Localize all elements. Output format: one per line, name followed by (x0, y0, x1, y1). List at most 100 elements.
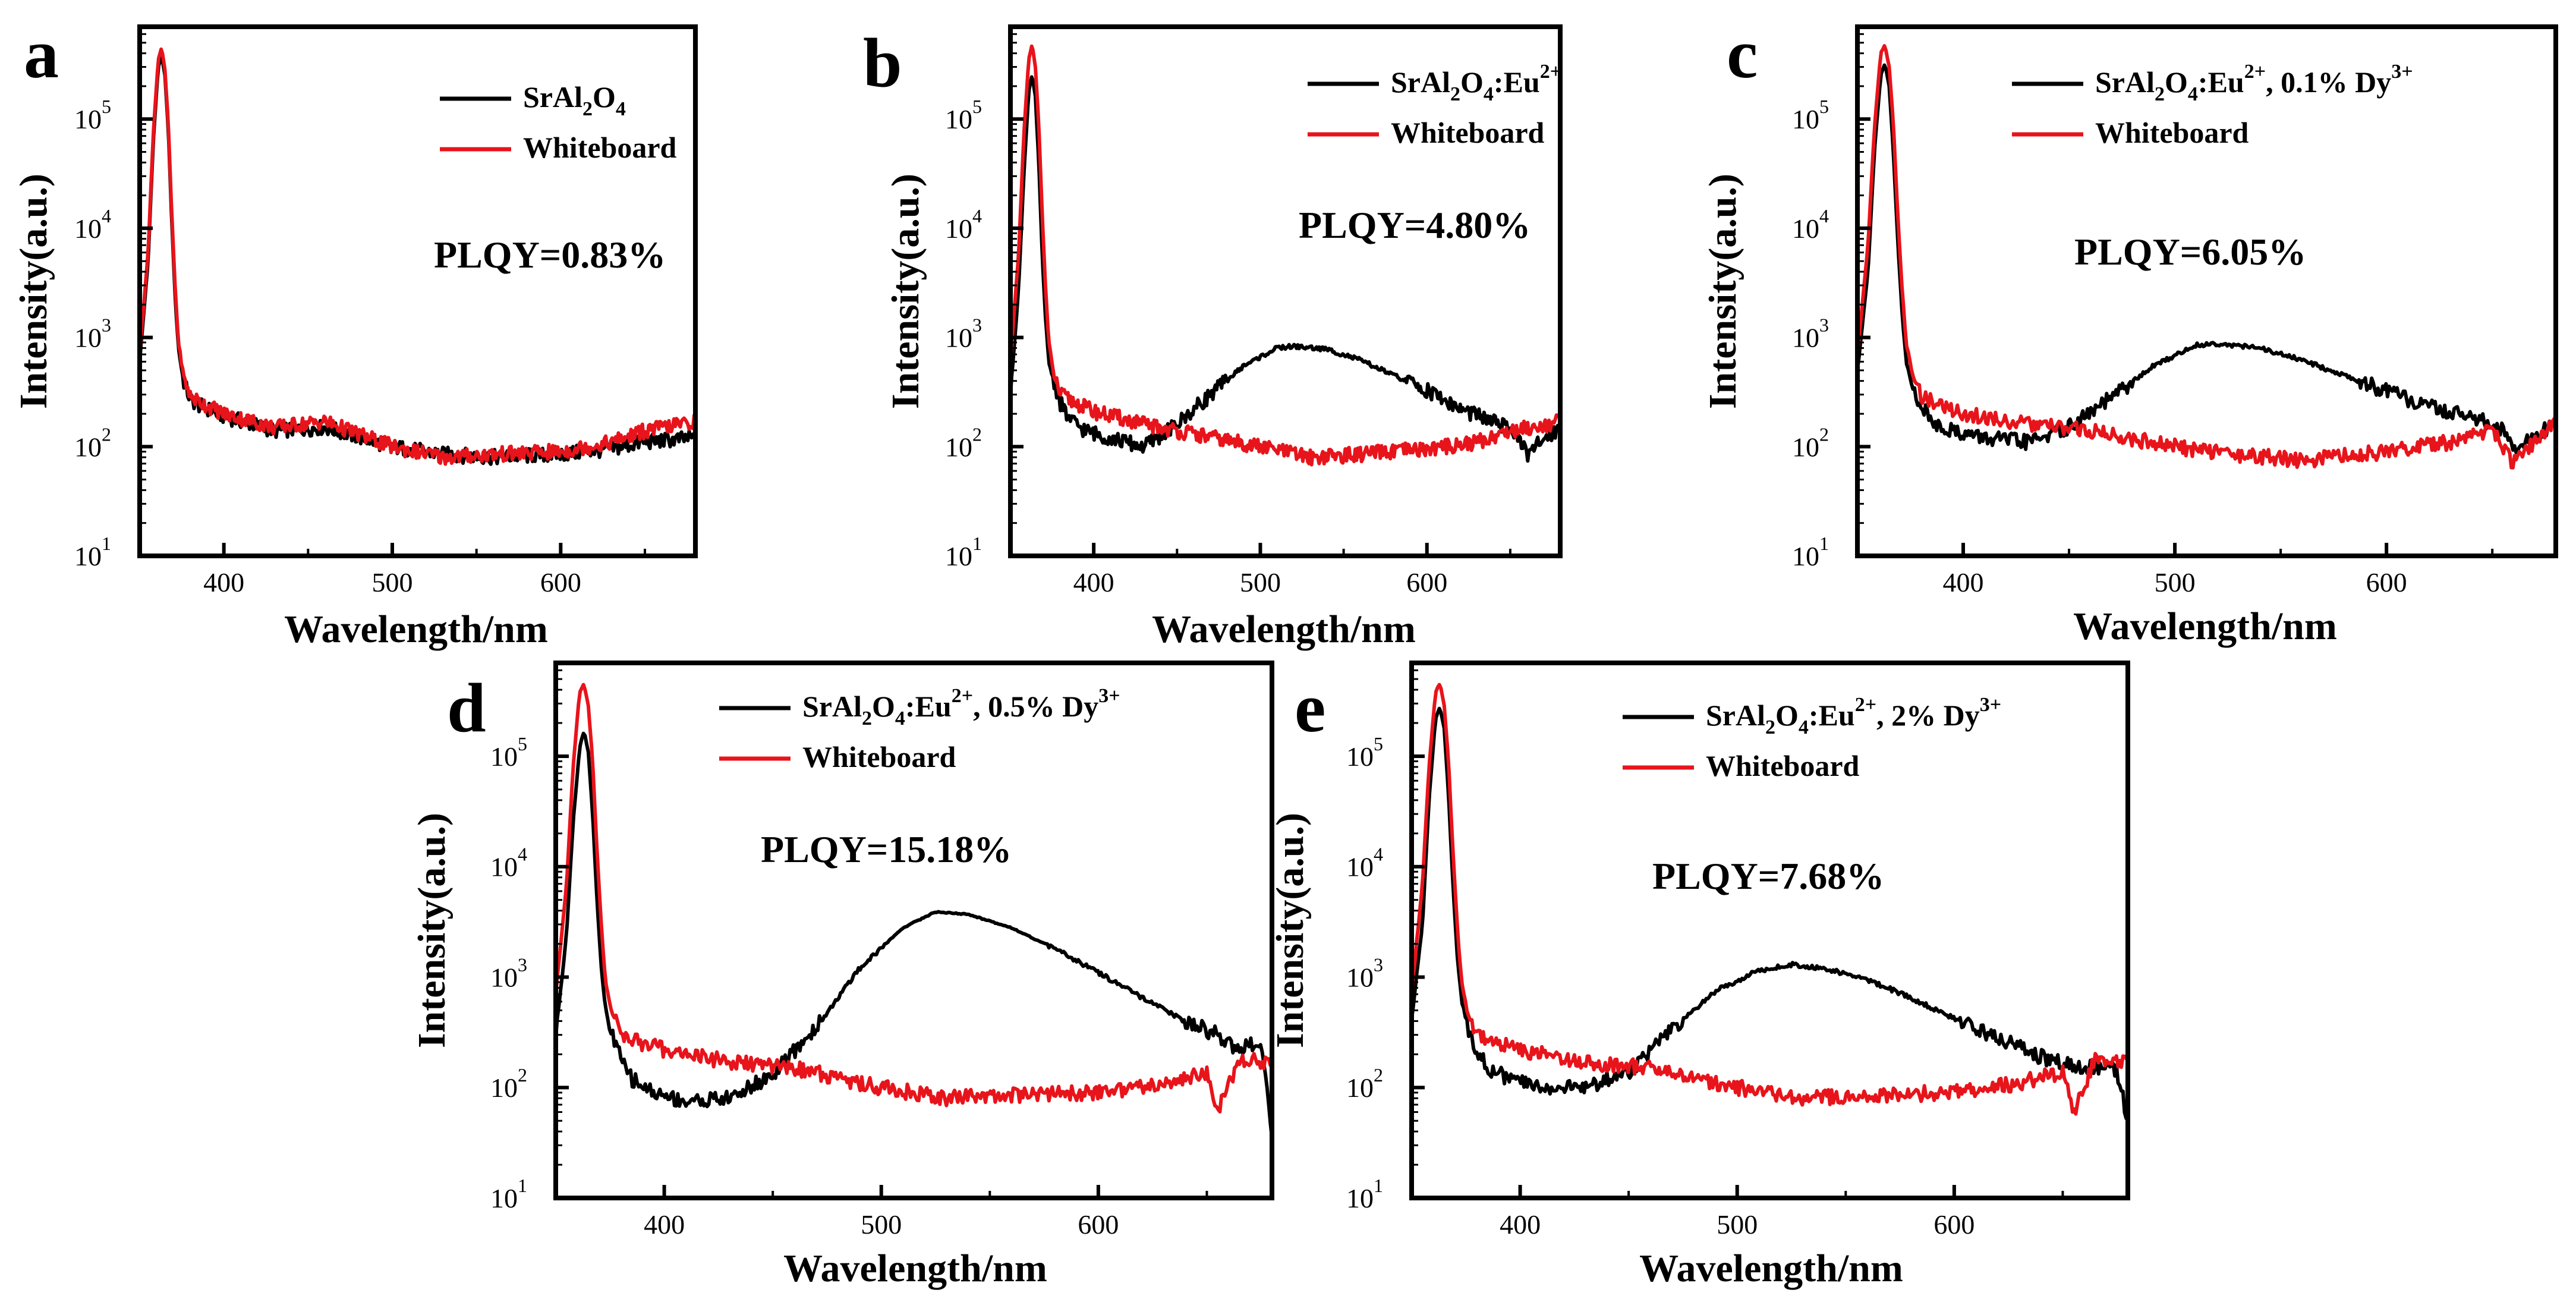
y-tick-label: 102 (1792, 423, 1829, 462)
legend-label: Whiteboard (523, 131, 677, 164)
series-line-sample (1010, 75, 1560, 463)
panel-letter: d (447, 669, 486, 747)
y-tick-label: 104 (1792, 205, 1829, 244)
series-line-whiteboard (140, 47, 695, 466)
x-tick-label: 600 (540, 567, 581, 598)
y-tick-label: 103 (945, 315, 982, 353)
legend: SrAl2O4:Eu2+, 0.1% Dy3+ Whiteboard (2012, 61, 2413, 149)
x-tick-label: 400 (203, 567, 244, 598)
plot-frame (1008, 24, 1563, 558)
y-axis-title: Intensity(a.u.) (1268, 813, 1312, 1048)
y-tick-label: 102 (945, 423, 982, 462)
plot-frame (1855, 24, 2558, 558)
legend-label: Whiteboard (1706, 749, 1860, 782)
x-axis-title: Wavelength/nm (783, 1247, 1047, 1290)
y-axis-title: Intensity(a.u.) (12, 174, 55, 409)
plot-area-d (556, 683, 1272, 1139)
x-tick-label: 400 (1943, 567, 1984, 598)
chart-panel-b: 400 500 600 101 102 103 104 105 Wavelength/nm Int… (863, 24, 1563, 651)
x-tick-label: 500 (1240, 567, 1281, 598)
plot-area-e (1412, 683, 2128, 1121)
plqy-annotation: PLQY=6.05% (2074, 231, 2306, 273)
y-axis-title: Intensity(a.u.) (410, 813, 454, 1048)
legend: SrAl2O4 Whiteboard (440, 80, 677, 164)
plot-frame (1409, 661, 2130, 1200)
y-tick-label: 101 (490, 1175, 527, 1213)
legend-label: SrAl2O4:Eu2+, 0.1% Dy3+ (2095, 61, 2413, 105)
y-tick-label: 103 (1346, 954, 1383, 992)
legend-label: SrAl2O4:Eu2+, 0.5% Dy3+ (802, 685, 1120, 729)
legend-label: Whiteboard (2095, 116, 2249, 149)
plot-area-b (1010, 44, 1560, 467)
x-tick-label: 500 (2155, 567, 2196, 598)
x-tick-label: 600 (1933, 1209, 1974, 1240)
plot-area-c (1857, 44, 2556, 470)
x-tick-label: 600 (1406, 567, 1447, 598)
legend: SrAl2O4:Eu2+, 2% Dy3+ Whiteboard (1623, 694, 2001, 782)
y-axis-title: Intensity(a.u.) (884, 174, 927, 409)
series-line-sample (1857, 63, 2556, 454)
x-tick-label: 400 (644, 1209, 685, 1240)
plqy-annotation: PLQY=4.80% (1299, 204, 1531, 246)
x-axis-title: Wavelength/nm (1639, 1247, 1903, 1290)
legend-label: SrAl2O4 (523, 80, 626, 120)
series-line-sample (1412, 706, 2128, 1121)
legend-label: Whiteboard (802, 740, 956, 773)
x-axis-title: Wavelength/nm (284, 608, 548, 651)
panel-letter: a (24, 15, 59, 93)
y-tick-label: 105 (945, 96, 982, 134)
series-line-whiteboard (556, 683, 1272, 1114)
y-tick-label: 104 (1346, 844, 1383, 882)
y-tick-label: 101 (1792, 533, 1829, 571)
series-line-whiteboard (1010, 44, 1560, 467)
plot-area-a (140, 47, 695, 466)
y-tick-label: 103 (74, 315, 111, 353)
plot-frame (137, 24, 698, 558)
y-tick-label: 103 (490, 954, 527, 992)
y-tick-label: 101 (74, 533, 111, 571)
y-tick-label: 101 (945, 533, 982, 571)
panel-letter: e (1295, 669, 1325, 747)
y-tick-label: 102 (74, 423, 111, 462)
x-tick-label: 400 (1073, 567, 1114, 598)
series-line-sample (556, 731, 1272, 1139)
panel-letter: b (863, 24, 902, 102)
chart-panel-e: 400 500 600 101 102 103 104 105 Wavelength/nm Int… (1268, 661, 2130, 1290)
y-tick-label: 104 (490, 844, 527, 882)
y-axis-title: Intensity(a.u.) (1701, 174, 1744, 409)
y-tick-label: 102 (490, 1064, 527, 1103)
plqy-annotation: PLQY=15.18% (761, 828, 1012, 870)
x-tick-label: 500 (1717, 1209, 1758, 1240)
y-tick-label: 105 (1792, 96, 1829, 134)
y-tick-label: 105 (1346, 733, 1383, 772)
plqy-annotation: PLQY=0.83% (434, 234, 666, 276)
x-axis-title: Wavelength/nm (2073, 605, 2337, 648)
y-tick-label: 105 (490, 733, 527, 772)
x-axis-title: Wavelength/nm (1152, 608, 1416, 651)
x-tick-label: 500 (372, 567, 413, 598)
x-tick-label: 600 (1078, 1209, 1119, 1240)
y-tick-label: 105 (74, 96, 111, 134)
chart-panel-d: 400 500 600 101 102 103 104 105 Wavelength/nm Int… (410, 661, 1274, 1290)
panel-letter: c (1727, 15, 1758, 93)
y-tick-label: 104 (74, 205, 111, 244)
legend-label: Whiteboard (1391, 116, 1545, 149)
y-tick-label: 104 (945, 205, 982, 244)
y-tick-label: 103 (1792, 315, 1829, 353)
series-line-whiteboard (1857, 44, 2556, 470)
plot-frame (553, 661, 1274, 1200)
series-line-whiteboard (1412, 683, 2128, 1116)
plqy-annotation: PLQY=7.68% (1652, 855, 1884, 897)
chart-panel-a: 400 500 600 101 102 103 104 105 Wavelength/nm Int… (12, 15, 698, 651)
chart-panel-c: 400 500 600 101 102 103 104 105 Wavelength/nm Int… (1701, 15, 2558, 648)
legend: SrAl2O4:Eu2+ Whiteboard (1308, 61, 1561, 149)
x-tick-label: 500 (861, 1209, 902, 1240)
y-tick-label: 101 (1346, 1175, 1383, 1213)
x-tick-label: 400 (1500, 1209, 1541, 1240)
legend-label: SrAl2O4:Eu2+, 2% Dy3+ (1706, 694, 2001, 738)
legend-label: SrAl2O4:Eu2+ (1391, 61, 1561, 105)
y-tick-label: 102 (1346, 1064, 1383, 1103)
x-tick-label: 600 (2366, 567, 2407, 598)
legend: SrAl2O4:Eu2+, 0.5% Dy3+ Whiteboard (719, 685, 1120, 773)
